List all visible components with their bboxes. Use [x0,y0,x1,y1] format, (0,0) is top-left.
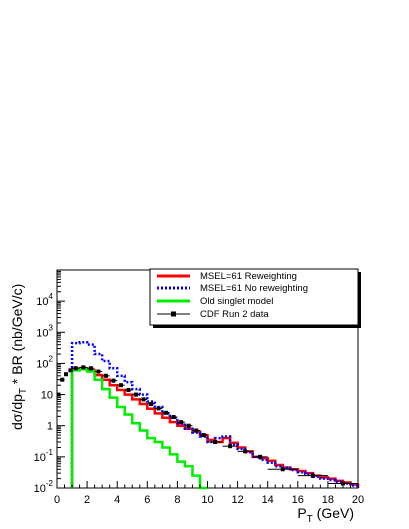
y-tick-label: 10-1 [34,448,54,464]
y-tick-label: 103 [36,323,53,339]
data-point-marker [156,406,161,411]
y-axis-title-rest: * BR (nb/GeV/c) [9,284,25,388]
data-point-marker [243,449,248,454]
y-tick-exponent: 4 [49,292,54,301]
x-tick-label: 6 [144,494,150,506]
data-point-marker [134,392,139,397]
data-point-marker [340,481,345,486]
x-axis-title: PT (GeV) [297,505,354,525]
y-tick-mantissa: 1 [47,421,53,433]
x-tick-label: 2 [84,494,90,506]
series-line-msel-61-reweighting [70,367,360,488]
data-point-marker [81,365,86,370]
data-point-marker [171,415,176,420]
legend-label-singlet: Old singlet model [200,296,273,307]
y-tick-exponent: 3 [49,323,54,332]
data-point-marker [68,368,73,373]
data-point-marker [213,439,218,444]
y-axis-title-sub: T [18,388,29,394]
legend-label-reweighting: MSEL=61 Reweighting [200,271,297,282]
x-tick-label: 0 [54,494,60,506]
y-tick-label: 10-2 [34,479,54,495]
data-point-marker [186,423,191,428]
data-point-marker [201,433,206,438]
x-tick-label: 4 [114,494,120,506]
y-tick-label: 1 [47,421,53,433]
data-point-marker [194,428,199,433]
x-tick-label: 10 [201,494,213,506]
x-tick-label: 14 [262,494,274,506]
data-point-marker [228,444,233,449]
y-axis-title: dσ/dpT * BR (nb/GeV/c) [9,284,29,430]
legend-swatch-cdf-marker [171,311,176,317]
legend: MSEL=61 Reweighting MSEL=61 No reweighti… [149,268,361,328]
data-point-marker [126,388,131,393]
data-point-marker [179,420,184,425]
x-tick-label: 18 [322,494,334,506]
y-tick-mantissa: 10 [36,296,48,308]
data-point-marker [96,369,101,374]
legend-box [149,268,359,326]
y-tick-mantissa: 10 [34,483,46,495]
y-tick-mantissa: 10 [36,358,48,370]
series-line-msel-61-no-reweighting [70,340,360,488]
y-tick-exponent: 2 [49,354,54,363]
x-tick-label: 12 [231,494,243,506]
y-tick-exponent: -2 [46,479,54,488]
x-tick-label: 20 [352,494,364,506]
data-point-marker [258,454,263,459]
x-axis-title-unit: (GeV) [313,505,354,521]
y-tick-mantissa: 10 [41,390,53,402]
data-point-marker [60,377,65,382]
legend-label-no-reweighting: MSEL=61 No reweighting [200,283,308,294]
legend-label-cdf: CDF Run 2 data [200,309,269,320]
x-axis-title-sub: T [307,514,313,525]
data-point-marker [141,397,146,402]
y-tick-label: 104 [36,292,53,308]
data-point-marker [111,378,116,383]
series-layer [56,340,360,490]
data-point-marker [149,401,154,406]
y-tick-mantissa: 10 [34,452,46,464]
data-point-marker [164,410,169,415]
data-point-marker [118,383,123,388]
data-point-marker [310,473,315,478]
y-tick-label: 102 [36,354,53,370]
data-point-marker [103,373,108,378]
y-tick-label: 10 [41,390,53,402]
data-point-marker [280,467,285,472]
x-tick-label: 8 [174,494,180,506]
x-axis-title-main: P [297,505,306,521]
data-point-marker [73,366,78,371]
data-point-marker [64,372,69,377]
x-tick-label: 16 [292,494,304,506]
y-tick-mantissa: 10 [36,327,48,339]
y-axis-title-main: dσ/dp [9,394,25,430]
y-tick-exponent: -1 [46,448,54,457]
data-point-marker [88,366,93,371]
